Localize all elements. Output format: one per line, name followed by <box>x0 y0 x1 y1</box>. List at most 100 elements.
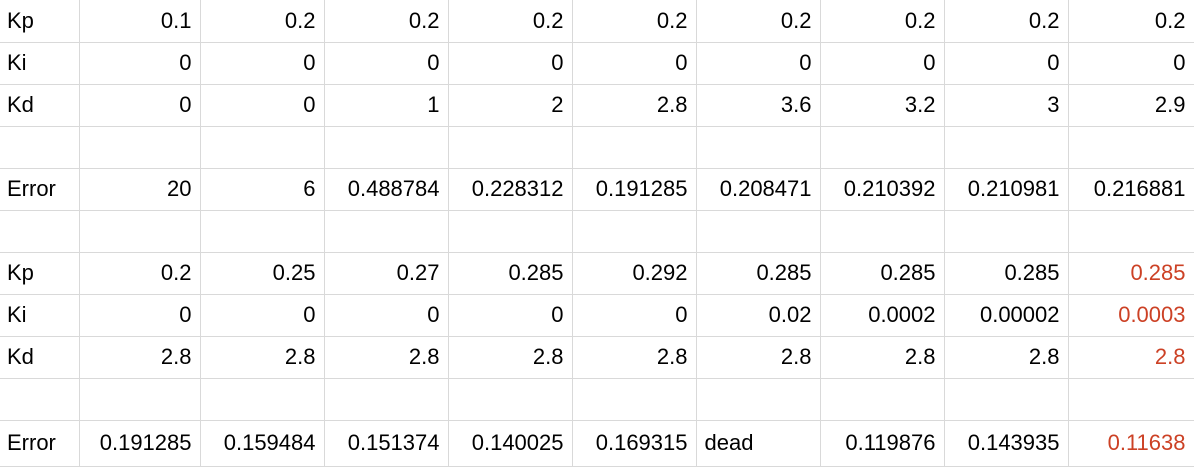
cell-value[interactable]: 2.8 <box>943 335 1069 379</box>
cell-value[interactable]: 0 <box>943 41 1069 85</box>
cell-value[interactable]: 2.8 <box>199 335 325 379</box>
cell-value[interactable] <box>819 377 945 421</box>
cell-value[interactable]: 0.2 <box>199 0 325 43</box>
cell-value[interactable]: 0.27 <box>323 251 449 295</box>
cell-value[interactable] <box>323 125 449 169</box>
cell-value[interactable]: 2.8 <box>819 335 945 379</box>
cell-value[interactable]: 1 <box>323 83 449 127</box>
cell-value[interactable] <box>447 209 573 253</box>
cell-value[interactable]: 2.9 <box>1067 83 1194 127</box>
cell-value[interactable]: 0.191285 <box>78 419 201 467</box>
cell-value[interactable]: 20 <box>78 167 201 211</box>
cell-value[interactable] <box>323 377 449 421</box>
cell-value[interactable]: 2.8 <box>323 335 449 379</box>
cell-label[interactable] <box>0 125 80 169</box>
cell-label[interactable]: Ki <box>0 41 80 85</box>
cell-value[interactable]: 0.210981 <box>943 167 1069 211</box>
cell-value[interactable] <box>695 125 821 169</box>
cell-label[interactable]: Kd <box>0 335 80 379</box>
cell-value[interactable]: 0.2 <box>819 0 945 43</box>
cell-value[interactable] <box>819 209 945 253</box>
cell-value[interactable]: 0.00002 <box>943 293 1069 337</box>
cell-value[interactable]: 0.0002 <box>819 293 945 337</box>
cell-value[interactable]: 0 <box>78 41 201 85</box>
cell-value[interactable]: 0.228312 <box>447 167 573 211</box>
cell-value[interactable] <box>199 377 325 421</box>
cell-value[interactable]: 0.208471 <box>695 167 821 211</box>
cell-value[interactable]: 0 <box>323 41 449 85</box>
cell-value[interactable]: 0 <box>78 83 201 127</box>
cell-value[interactable] <box>78 377 201 421</box>
cell-value[interactable]: 2.8 <box>447 335 573 379</box>
cell-value[interactable]: 0 <box>447 41 573 85</box>
cell-value[interactable] <box>943 377 1069 421</box>
cell-value[interactable]: 3.2 <box>819 83 945 127</box>
cell-value[interactable]: 0.285 <box>943 251 1069 295</box>
cell-value[interactable]: 0.140025 <box>447 419 573 467</box>
cell-value[interactable]: 2.8 <box>695 335 821 379</box>
cell-label[interactable] <box>0 209 80 253</box>
cell-value[interactable]: 0.285 <box>695 251 821 295</box>
cell-label[interactable] <box>0 377 80 421</box>
cell-value[interactable]: 0.2 <box>447 0 573 43</box>
cell-value-highlight[interactable]: 2.8 <box>1067 335 1194 379</box>
cell-label[interactable]: Kd <box>0 83 80 127</box>
cell-value[interactable] <box>78 209 201 253</box>
cell-value[interactable]: 0.488784 <box>323 167 449 211</box>
cell-value[interactable]: 0.151374 <box>323 419 449 467</box>
cell-value[interactable]: 0.143935 <box>943 419 1069 467</box>
cell-value[interactable]: 0.285 <box>447 251 573 295</box>
cell-value[interactable] <box>571 125 697 169</box>
cell-value[interactable] <box>943 209 1069 253</box>
cell-value[interactable] <box>819 125 945 169</box>
cell-value[interactable] <box>1067 377 1194 421</box>
cell-value[interactable]: 2 <box>447 83 573 127</box>
cell-value[interactable]: 0.1 <box>78 0 201 43</box>
cell-value-highlight[interactable]: 0.285 <box>1067 251 1194 295</box>
cell-value[interactable]: 0.02 <box>695 293 821 337</box>
cell-label[interactable]: Error <box>0 419 80 467</box>
cell-value[interactable]: 0.119876 <box>819 419 945 467</box>
cell-value[interactable] <box>695 377 821 421</box>
cell-value[interactable]: 0 <box>447 293 573 337</box>
cell-value[interactable]: 0 <box>78 293 201 337</box>
cell-value[interactable] <box>1067 125 1194 169</box>
cell-value[interactable] <box>323 209 449 253</box>
cell-value-highlight[interactable]: 0.0003 <box>1067 293 1194 337</box>
cell-label[interactable]: Kp <box>0 0 80 43</box>
cell-value[interactable]: 0.285 <box>819 251 945 295</box>
cell-value[interactable]: 0.292 <box>571 251 697 295</box>
cell-value[interactable]: 3.6 <box>695 83 821 127</box>
cell-value[interactable] <box>1067 209 1194 253</box>
cell-value[interactable]: 2.8 <box>571 83 697 127</box>
cell-value[interactable]: 0 <box>199 41 325 85</box>
cell-value[interactable]: 0.191285 <box>571 167 697 211</box>
cell-label[interactable]: Ki <box>0 293 80 337</box>
cell-value[interactable] <box>571 209 697 253</box>
cell-value[interactable]: 0.2 <box>571 0 697 43</box>
cell-value[interactable]: 0.2 <box>323 0 449 43</box>
cell-value[interactable] <box>199 209 325 253</box>
cell-value[interactable]: 0.2 <box>1067 0 1194 43</box>
cell-label[interactable]: Kp <box>0 251 80 295</box>
cell-value[interactable]: 0 <box>819 41 945 85</box>
cell-value[interactable] <box>447 377 573 421</box>
cell-value-text[interactable]: dead <box>695 419 821 467</box>
cell-value[interactable]: 0.210392 <box>819 167 945 211</box>
cell-label[interactable]: Error <box>0 167 80 211</box>
cell-value-highlight[interactable]: 0.11638 <box>1067 419 1194 467</box>
cell-value[interactable]: 2.8 <box>571 335 697 379</box>
cell-value[interactable]: 3 <box>943 83 1069 127</box>
cell-value[interactable]: 6 <box>199 167 325 211</box>
cell-value[interactable]: 0 <box>323 293 449 337</box>
cell-value[interactable]: 2.8 <box>78 335 201 379</box>
cell-value[interactable]: 0.169315 <box>571 419 697 467</box>
cell-value[interactable]: 0 <box>571 41 697 85</box>
cell-value[interactable]: 0 <box>199 83 325 127</box>
cell-value[interactable]: 0 <box>1067 41 1194 85</box>
cell-value[interactable] <box>695 209 821 253</box>
cell-value[interactable]: 0.2 <box>78 251 201 295</box>
cell-value[interactable]: 0 <box>199 293 325 337</box>
cell-value[interactable]: 0.2 <box>943 0 1069 43</box>
cell-value[interactable]: 0 <box>571 293 697 337</box>
